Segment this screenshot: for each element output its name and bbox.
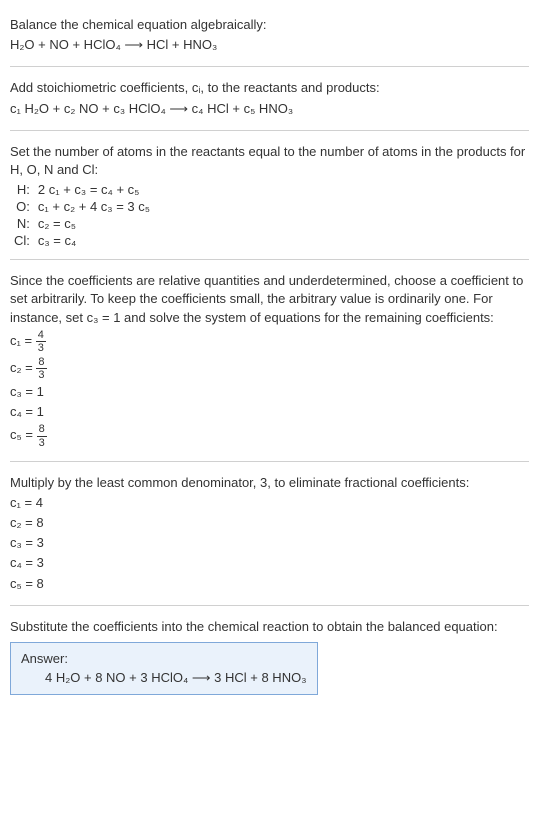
table-row: Cl: c₃ = c₄ bbox=[10, 232, 154, 249]
int-c5: c₅ = 8 bbox=[10, 575, 529, 593]
divider bbox=[10, 259, 529, 260]
section-atom-equations: Set the number of atoms in the reactants… bbox=[10, 135, 529, 255]
problem-statement: Balance the chemical equation algebraica… bbox=[10, 16, 529, 34]
c1-num: 4 bbox=[36, 329, 46, 342]
c5-fraction: 83 bbox=[37, 423, 47, 448]
table-row: N: c₂ = c₅ bbox=[10, 215, 154, 232]
solve-text: Since the coefficients are relative quan… bbox=[10, 272, 529, 327]
int-c3: c₃ = 3 bbox=[10, 534, 529, 552]
section-problem: Balance the chemical equation algebraica… bbox=[10, 8, 529, 62]
coef-c1: c₁ = 43 bbox=[10, 329, 529, 354]
c5-label: c₅ = bbox=[10, 427, 37, 442]
balanced-equation: 4 H₂O + 8 NO + 3 HClO₄ ⟶ 3 HCl + 8 HNO₃ bbox=[21, 670, 307, 686]
atom-eq-h: 2 c₁ + c₃ = c₄ + c₅ bbox=[34, 181, 154, 198]
divider bbox=[10, 130, 529, 131]
stoich-equation: c₁ H₂O + c₂ NO + c₃ HClO₄ ⟶ c₄ HCl + c₅ … bbox=[10, 100, 529, 118]
section-multiply: Multiply by the least common denominator… bbox=[10, 466, 529, 601]
coef-c4: c₄ = 1 bbox=[10, 403, 529, 421]
c2-fraction: 83 bbox=[36, 356, 46, 381]
int-c4: c₄ = 3 bbox=[10, 554, 529, 572]
atom-eq-cl: c₃ = c₄ bbox=[34, 232, 154, 249]
multiply-text: Multiply by the least common denominator… bbox=[10, 474, 529, 492]
c1-den: 3 bbox=[36, 342, 46, 354]
answer-box: Answer: 4 H₂O + 8 NO + 3 HClO₄ ⟶ 3 HCl +… bbox=[10, 642, 318, 695]
table-row: O: c₁ + c₂ + 4 c₃ = 3 c₅ bbox=[10, 198, 154, 215]
c5-num: 8 bbox=[37, 423, 47, 436]
divider bbox=[10, 605, 529, 606]
stoich-text: Add stoichiometric coefficients, cᵢ, to … bbox=[10, 79, 529, 97]
c1-fraction: 43 bbox=[36, 329, 46, 354]
divider bbox=[10, 461, 529, 462]
int-c1: c₁ = 4 bbox=[10, 494, 529, 512]
atom-label-cl: Cl: bbox=[10, 232, 34, 249]
c2-label: c₂ = bbox=[10, 360, 36, 375]
atom-eq-n: c₂ = c₅ bbox=[34, 215, 154, 232]
atom-label-h: H: bbox=[10, 181, 34, 198]
answer-label: Answer: bbox=[21, 651, 307, 666]
atom-eq-o: c₁ + c₂ + 4 c₃ = 3 c₅ bbox=[34, 198, 154, 215]
atom-eq-text: Set the number of atoms in the reactants… bbox=[10, 143, 529, 179]
section-answer: Substitute the coefficients into the che… bbox=[10, 610, 529, 701]
c2-den: 3 bbox=[36, 369, 46, 381]
section-stoichiometric: Add stoichiometric coefficients, cᵢ, to … bbox=[10, 71, 529, 125]
coef-c3: c₃ = 1 bbox=[10, 383, 529, 401]
atom-equations-table: H: 2 c₁ + c₃ = c₄ + c₅ O: c₁ + c₂ + 4 c₃… bbox=[10, 181, 154, 249]
coef-c2: c₂ = 83 bbox=[10, 356, 529, 381]
int-c2: c₂ = 8 bbox=[10, 514, 529, 532]
coef-c5: c₅ = 83 bbox=[10, 423, 529, 448]
atom-label-o: O: bbox=[10, 198, 34, 215]
atom-label-n: N: bbox=[10, 215, 34, 232]
substitute-text: Substitute the coefficients into the che… bbox=[10, 618, 529, 636]
c5-den: 3 bbox=[37, 437, 47, 449]
c2-num: 8 bbox=[36, 356, 46, 369]
divider bbox=[10, 66, 529, 67]
section-solve: Since the coefficients are relative quan… bbox=[10, 264, 529, 457]
table-row: H: 2 c₁ + c₃ = c₄ + c₅ bbox=[10, 181, 154, 198]
unbalanced-equation: H₂O + NO + HClO₄ ⟶ HCl + HNO₃ bbox=[10, 36, 529, 54]
c1-label: c₁ = bbox=[10, 333, 36, 348]
